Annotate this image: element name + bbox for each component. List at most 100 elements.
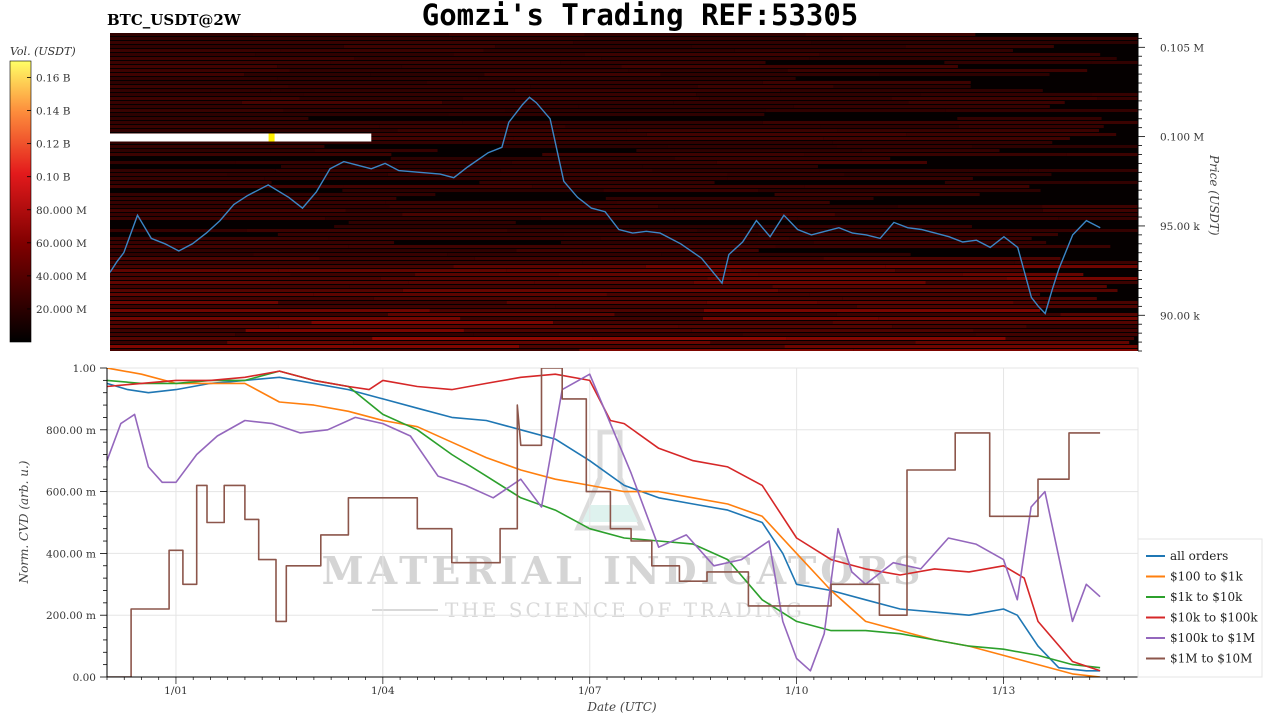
heatmap-cell xyxy=(972,145,1138,148)
cvd-y-axis-label: Norm. CVD (arb. u.) xyxy=(17,460,31,584)
heatmap-cell xyxy=(772,285,1107,288)
heatmap-cell xyxy=(605,197,874,200)
heatmap-cell xyxy=(110,169,276,172)
heatmap-cell xyxy=(897,205,1043,208)
heatmap-cell xyxy=(110,213,403,216)
colorbar-tick-label: 20.000 M xyxy=(36,304,87,316)
heatmap-cell xyxy=(110,341,228,344)
heatmap-cell xyxy=(804,153,1067,156)
heatmap-cell xyxy=(636,149,862,152)
heatmap-cell xyxy=(886,209,1043,212)
heatmap-cell xyxy=(348,221,516,224)
heatmap-cell xyxy=(235,161,380,164)
heatmap-cell xyxy=(1097,97,1138,100)
heatmap-cell xyxy=(614,313,837,316)
heatmap-cell xyxy=(703,309,1041,312)
heatmap-cell xyxy=(110,217,326,220)
heatmap-cell xyxy=(270,89,515,92)
colorbar-tick-label: 0.10 B xyxy=(36,172,71,184)
heatmap-cell xyxy=(856,305,1138,308)
heatmap-cell xyxy=(600,237,790,240)
price-axis-label: Price (USDT) xyxy=(1207,154,1221,236)
heatmap-cell xyxy=(380,277,708,280)
x-tick-label: 1/10 xyxy=(785,685,809,697)
heatmap-cell xyxy=(283,109,506,112)
heatmap-cell xyxy=(565,125,821,128)
heatmap-cell xyxy=(479,181,715,184)
heatmap-cell xyxy=(110,297,374,300)
heatmap-cell xyxy=(245,329,464,332)
y-tick-label: 600.00 m xyxy=(46,487,96,499)
heatmap-cell xyxy=(1005,337,1135,340)
heatmap-cell xyxy=(110,49,281,52)
heatmap-cell xyxy=(478,77,796,80)
heatmap-cell xyxy=(765,109,946,112)
heatmap-cell xyxy=(1091,61,1138,64)
heatmap-cell xyxy=(853,349,1138,351)
heatmap-cell xyxy=(110,45,344,48)
heatmap-cell xyxy=(578,105,794,108)
heatmap-cell xyxy=(110,349,340,351)
heatmap-cell xyxy=(908,101,1065,104)
heatmap-cell xyxy=(592,337,787,340)
legend-label: $100k to $1M xyxy=(1170,631,1255,645)
heatmap-cell xyxy=(924,229,1138,232)
heatmap-cell xyxy=(462,121,763,124)
heatmap-cell xyxy=(241,101,443,104)
heatmap-cell xyxy=(842,297,1097,300)
heatmap-cell xyxy=(288,133,504,136)
heatmap-cell xyxy=(110,149,315,152)
heatmap-cell xyxy=(652,169,820,172)
heatmap-cell xyxy=(110,257,320,260)
heatmap-cell xyxy=(1058,217,1138,220)
heatmap-cell xyxy=(661,253,911,256)
heatmap-cell xyxy=(110,253,254,256)
heatmap-cell xyxy=(727,177,973,180)
heatmap-cell xyxy=(245,193,436,196)
heatmap-cell xyxy=(674,209,887,212)
heatmap-cell xyxy=(110,97,300,100)
heatmap-cell xyxy=(759,65,958,68)
heatmap-cell xyxy=(354,57,602,60)
price-tick-label: 0.100 M xyxy=(1160,132,1204,144)
legend-label: $1k to $10k xyxy=(1170,590,1243,604)
heatmap-cell xyxy=(235,333,474,336)
heatmap-cell xyxy=(906,133,1117,136)
heatmap-cell xyxy=(110,77,278,80)
heatmap-cell xyxy=(513,137,824,140)
heatmap-cell xyxy=(339,349,580,351)
heatmap-cell xyxy=(503,133,647,136)
cvd-plot-area xyxy=(106,367,1139,678)
heatmap-cell xyxy=(710,341,916,344)
heatmap-cell xyxy=(891,97,1098,100)
heatmap-cell xyxy=(110,317,461,320)
x-tick-label: 1/04 xyxy=(371,685,395,697)
heatmap-cell xyxy=(110,173,228,176)
heatmap-cell xyxy=(110,153,392,156)
heatmap-cell xyxy=(401,65,622,68)
heatmap-cell xyxy=(699,97,892,100)
heatmap-cell xyxy=(110,197,397,200)
heatmap-cell xyxy=(110,85,289,88)
cvd-panel: 1.00 800.00 m 600.00 m 400.00 m 200.00 m 0.00… xyxy=(17,363,1139,714)
colorbar-label: Vol. (USDT) xyxy=(10,45,76,58)
heatmap-cell xyxy=(110,61,331,64)
heatmap-cell xyxy=(775,245,1111,248)
series-line xyxy=(107,370,1101,672)
y-tick-label: 800.00 m xyxy=(46,425,96,437)
heatmap-cell xyxy=(819,169,1029,172)
heatmap-cell xyxy=(762,121,1138,124)
heatmap-cell xyxy=(110,241,395,244)
heatmap-cell xyxy=(474,257,824,260)
heatmap-cell xyxy=(110,245,349,248)
heatmap-cell xyxy=(314,149,438,152)
legend-box xyxy=(1137,538,1263,678)
heatmap-cell xyxy=(110,329,246,332)
price-tick-label: 95.00 k xyxy=(1160,221,1200,233)
heatmap-cell xyxy=(110,57,355,60)
heatmap-cell xyxy=(328,237,601,240)
heatmap-cell xyxy=(836,313,1061,316)
heatmap-cell xyxy=(280,165,466,168)
heatmap-cell xyxy=(343,185,533,188)
heatmap-cell xyxy=(629,225,799,228)
